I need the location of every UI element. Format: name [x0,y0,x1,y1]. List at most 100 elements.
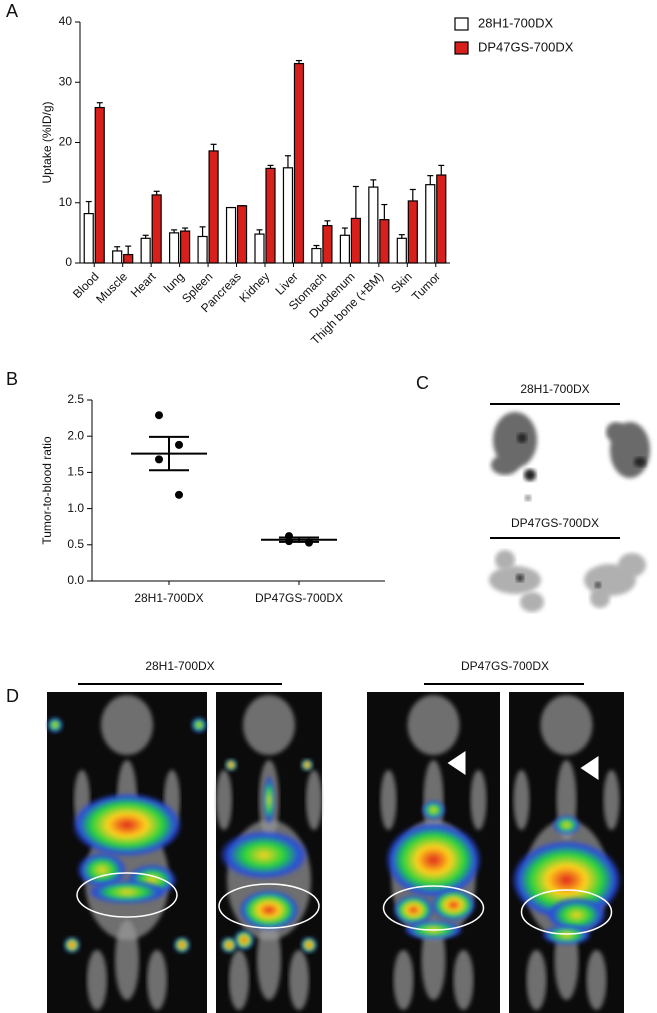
legend-swatch [454,17,469,31]
x-tick-label: Muscle [93,269,130,306]
signal [234,930,254,950]
bar [368,186,379,264]
tissue [491,455,519,475]
y-tick-label: 20 [59,135,73,149]
tissue [520,592,544,612]
x-tick-label: Heart [128,269,159,300]
tissue [493,412,537,468]
signal [191,717,207,733]
skeleton [257,920,281,1000]
skeleton [306,770,322,830]
bar [254,233,265,264]
bar [339,234,350,264]
skeleton [586,950,607,1010]
bar [151,194,162,264]
point [155,411,163,420]
signal [541,925,592,945]
legend-swatch [454,41,469,55]
image-layer [47,412,650,1013]
point [175,490,183,499]
y-tick-label: 30 [59,74,73,88]
signal [301,759,313,771]
arrowhead [580,756,599,780]
y-tick-label: 0 [65,255,72,269]
y-tick-label: 0.5 [67,537,84,551]
skeleton [229,950,249,1010]
bar [396,237,407,264]
skeleton [115,920,139,1000]
bar [282,167,294,264]
bar [225,206,237,264]
x-tick-label: Kidney [237,269,273,305]
roi-outline [76,872,178,918]
signal [77,852,127,888]
tissue [525,495,531,501]
skeleton [147,950,167,1010]
point [155,455,163,464]
x-tick-label: 28H1-700DX [134,591,203,605]
panel-label: D [6,686,19,706]
legend-label: DP47GS-700DX [478,39,574,54]
skeleton [526,950,547,1010]
signal [263,775,275,825]
skeleton [87,950,107,1010]
x-tick-label: DP47GS-700DX [255,591,343,605]
bar [407,200,418,264]
signal [219,830,309,880]
skeleton [289,950,309,1010]
group-label: DP47GS-700DX [461,659,549,673]
signal [239,890,299,930]
skeleton [470,770,487,830]
signal [546,897,607,933]
signal [421,800,446,820]
tissue [489,566,541,594]
bar [265,167,276,264]
bar [83,212,94,264]
y-axis-label: Uptake (%ID/g) [40,101,54,183]
bar [350,217,361,264]
signal [221,937,237,953]
signal [431,889,476,921]
bar [140,237,151,264]
skeleton [216,770,232,830]
skeleton [421,920,446,1000]
tissue [618,553,646,577]
bar [112,250,123,264]
signal [87,880,167,904]
bar [236,205,248,264]
tissue [517,433,527,443]
skeleton [101,695,153,755]
roi-outline [218,883,320,929]
tissue [606,422,626,442]
bar [169,232,180,264]
bar [311,247,322,264]
roi-outline [520,889,613,935]
panel-label: C [416,373,429,393]
y-tick-label: 2.5 [67,392,84,406]
y-axis-label: Tumor-to-blood ratio [40,436,54,545]
tissue [516,574,524,582]
group-label: 28H1-700DX [145,659,214,673]
signal [72,793,182,857]
tissue [590,588,610,608]
signal [225,759,237,771]
y-tick-label: 2.0 [67,428,84,442]
signal [552,815,581,835]
bar [180,230,191,264]
bar [197,235,208,264]
bar [94,106,105,264]
skeleton [380,770,397,830]
tissue [595,582,601,588]
legend-label: 28H1-700DX [478,15,553,30]
bar [208,150,219,264]
bar [293,62,305,264]
group-label: DP47GS-700DX [511,516,599,530]
signal [174,937,190,953]
bar [322,225,333,264]
skeleton [393,950,414,1010]
y-tick-label: 40 [59,14,73,28]
skeleton [540,695,593,755]
skeleton [513,770,530,830]
signal [393,895,434,925]
bar [379,219,390,264]
